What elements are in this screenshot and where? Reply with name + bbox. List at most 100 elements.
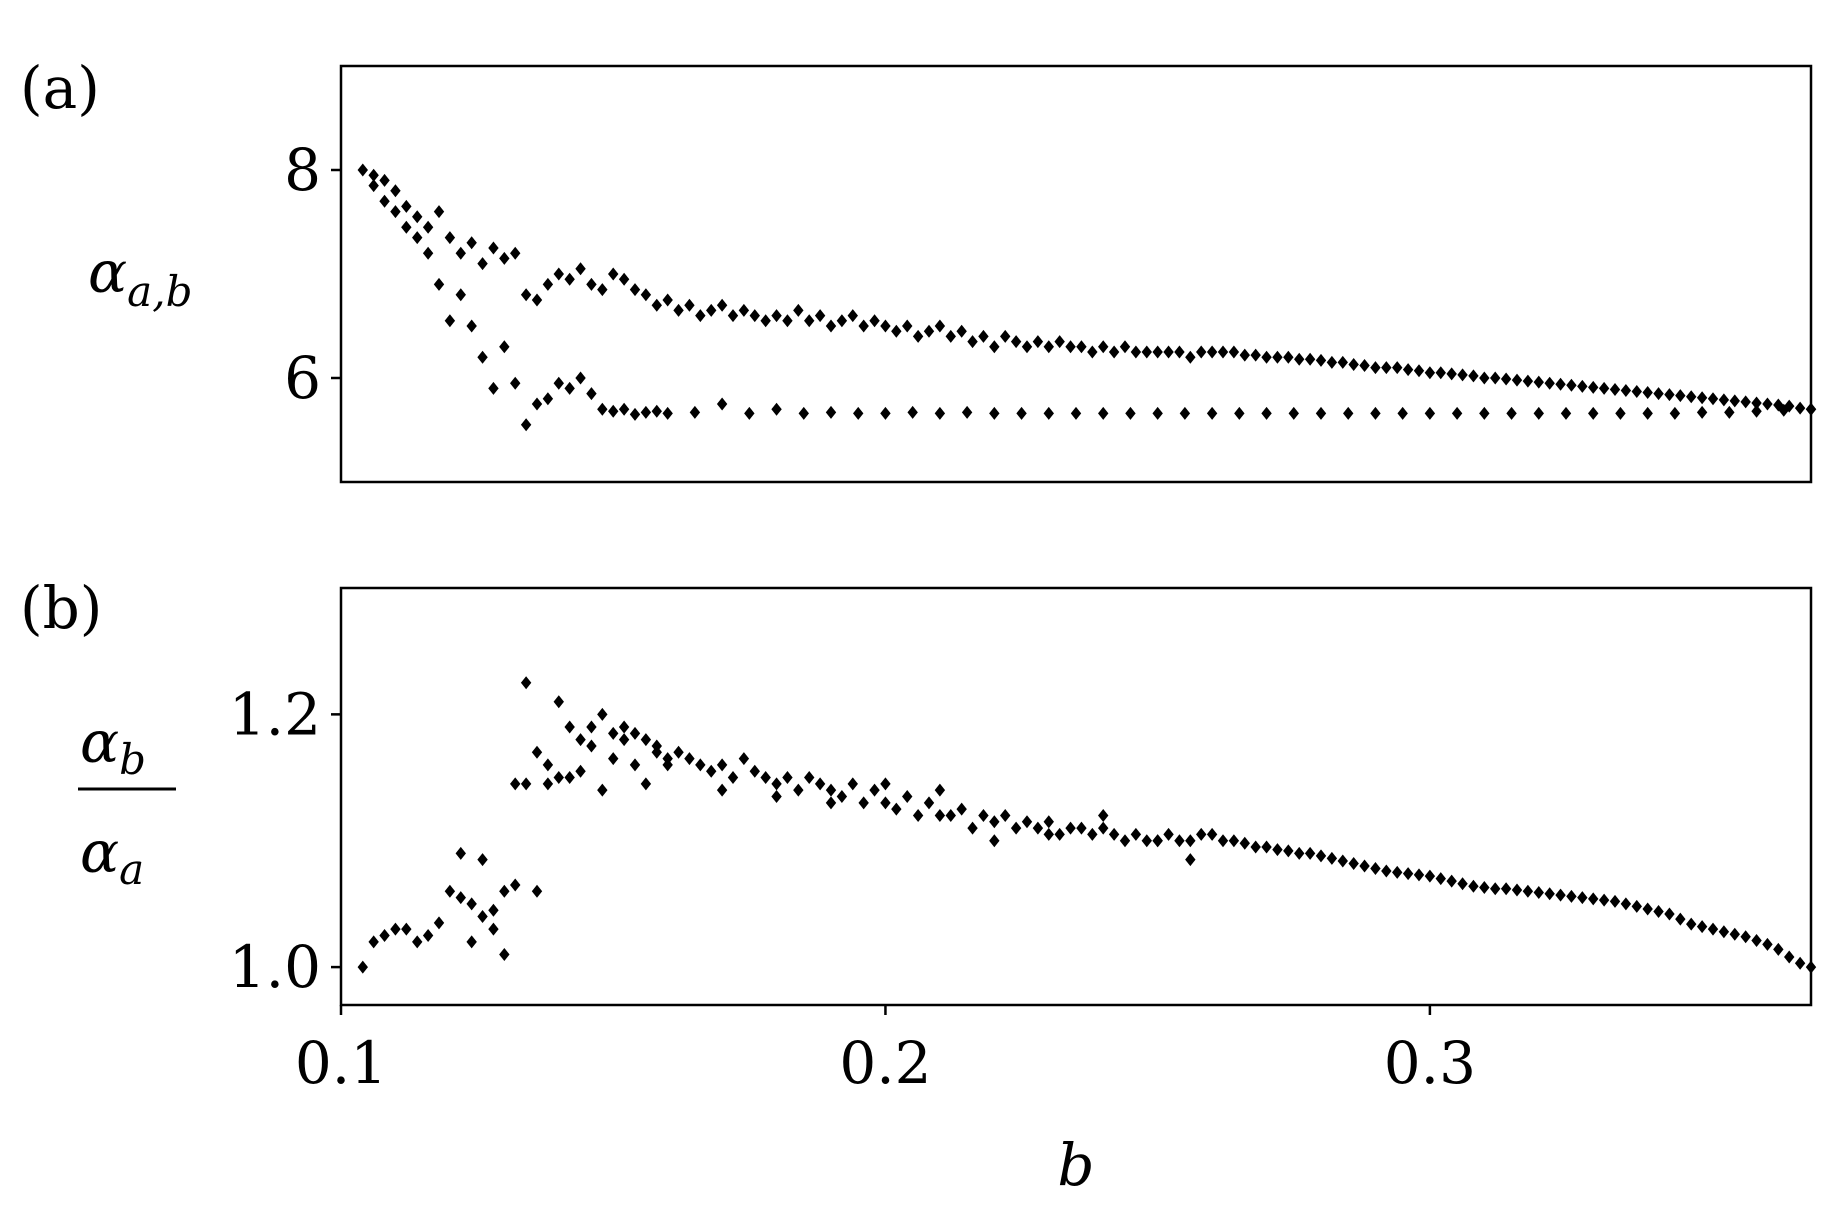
- data-point: [1304, 846, 1316, 860]
- data-point: [520, 777, 532, 791]
- data-point: [1326, 355, 1338, 369]
- data-point: [945, 808, 956, 822]
- data-point: [1098, 808, 1109, 822]
- data-point: [1032, 821, 1044, 835]
- data-point: [1152, 345, 1163, 359]
- data-point: [858, 796, 869, 810]
- data-point: [1119, 834, 1131, 848]
- data-point: [553, 376, 564, 390]
- data-point: [1043, 827, 1054, 841]
- data-point: [1108, 827, 1120, 841]
- panel-b: (b) αb αa 1.0 1.2 0.1 0.2 0.3 b: [20, 574, 1817, 1199]
- data-point: [1206, 406, 1218, 420]
- data-point: [1185, 834, 1196, 848]
- data-point: [640, 288, 652, 302]
- data-point: [629, 407, 641, 421]
- data-point: [978, 329, 989, 343]
- data-point: [433, 277, 445, 291]
- data-point: [1555, 888, 1566, 902]
- data-point: [1751, 934, 1762, 948]
- data-point: [1043, 406, 1054, 420]
- data-point: [853, 406, 864, 420]
- data-point: [836, 790, 848, 803]
- data-point: [1228, 834, 1240, 848]
- data-point: [1294, 846, 1305, 860]
- panel-a: (a) αa,b 68: [20, 54, 1817, 484]
- data-point: [1664, 388, 1675, 402]
- data-point: [716, 758, 728, 772]
- data-point: [1533, 406, 1544, 420]
- data-point: [575, 764, 586, 778]
- data-point: [1560, 406, 1572, 420]
- xtick-label: 0.2: [839, 1029, 931, 1097]
- data-point: [1016, 406, 1027, 420]
- data-point: [499, 947, 510, 961]
- data-point: [597, 283, 608, 297]
- data-point: [738, 752, 750, 766]
- data-point: [689, 405, 701, 419]
- data-point: [510, 878, 521, 892]
- data-point: [1196, 827, 1207, 841]
- data-point: [390, 205, 401, 219]
- data-point: [782, 771, 793, 785]
- data-point: [1762, 397, 1773, 411]
- data-point: [1588, 406, 1599, 420]
- data-point: [1304, 352, 1316, 366]
- data-point: [1043, 815, 1054, 829]
- data-point: [542, 777, 554, 791]
- panel-b-xticks: 0.1 0.2 0.3: [295, 1005, 1476, 1097]
- data-point: [749, 764, 760, 778]
- data-point: [412, 210, 423, 224]
- data-point: [1065, 821, 1076, 835]
- panel-a-points: [357, 163, 1817, 432]
- data-point: [1294, 352, 1305, 366]
- data-point: [1163, 345, 1174, 359]
- data-point: [716, 298, 728, 312]
- data-point: [967, 821, 978, 835]
- data-point: [1577, 379, 1588, 393]
- data-point: [1577, 891, 1588, 905]
- panel-b-ylabel: αb αa: [78, 708, 176, 894]
- data-point: [1588, 380, 1599, 394]
- data-point: [531, 293, 543, 307]
- data-point: [907, 405, 918, 419]
- data-point: [1370, 406, 1381, 420]
- data-point: [510, 777, 521, 791]
- data-point: [575, 371, 586, 385]
- data-point: [1315, 849, 1327, 863]
- ytick-label: 6: [284, 344, 321, 412]
- data-point: [1283, 350, 1294, 364]
- data-point: [477, 350, 488, 364]
- x-axis-label: b: [1057, 1131, 1094, 1199]
- data-point: [1762, 937, 1773, 951]
- panel-b-points: [357, 676, 1817, 974]
- data-point: [422, 929, 434, 942]
- data-point: [744, 406, 755, 420]
- data-point: [1054, 335, 1065, 349]
- data-point: [1206, 345, 1218, 359]
- data-point: [760, 314, 771, 328]
- data-point: [1125, 406, 1136, 420]
- data-point: [1522, 884, 1534, 898]
- xtick-label: 0.1: [295, 1029, 387, 1097]
- data-point: [477, 910, 488, 924]
- data-point: [1696, 920, 1708, 934]
- data-point: [629, 758, 641, 772]
- data-point: [1724, 405, 1735, 419]
- data-point: [880, 406, 891, 420]
- data-point: [869, 314, 880, 328]
- data-point: [1620, 383, 1632, 397]
- data-point: [1598, 381, 1610, 395]
- data-point: [869, 783, 880, 797]
- data-point: [1675, 389, 1686, 403]
- data-point: [934, 808, 946, 822]
- data-point: [444, 314, 456, 328]
- data-point: [771, 790, 782, 803]
- data-point: [1250, 840, 1261, 854]
- data-point: [477, 257, 488, 271]
- data-point: [1070, 406, 1082, 420]
- data-point: [1794, 956, 1806, 970]
- data-point: [618, 733, 630, 747]
- data-point: [814, 777, 826, 791]
- data-point: [466, 319, 477, 333]
